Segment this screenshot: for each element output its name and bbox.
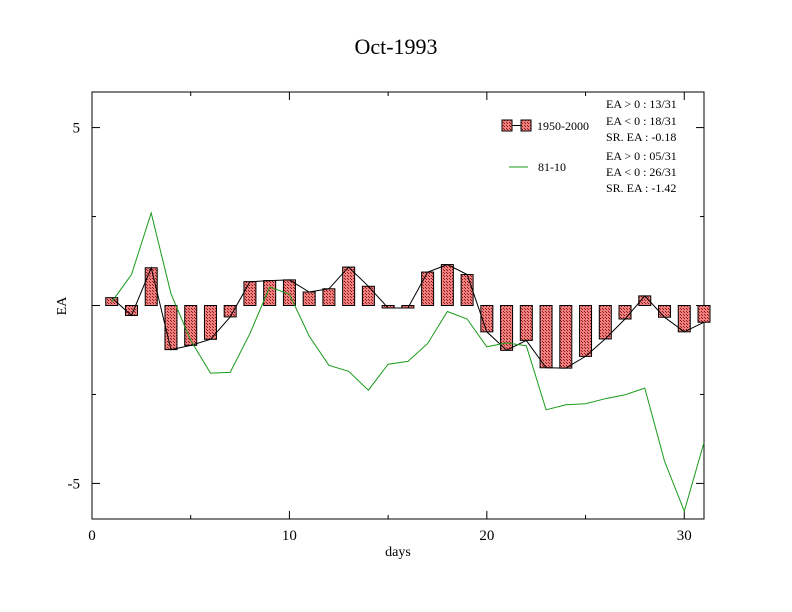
legend-bar-stat-3: SR. EA : -0.18: [606, 130, 676, 144]
x-tick-label: 0: [88, 528, 96, 544]
bar-day-8: [243, 281, 257, 307]
legend-bar-swatch-right: [520, 119, 532, 132]
y-axis-label: EA: [55, 296, 70, 316]
bar-day-9: [263, 280, 277, 307]
axis-ticks: 0 10 20 30 5 -5: [68, 92, 704, 544]
x-tick-label: 20: [479, 528, 494, 544]
bar-day-31: [697, 305, 711, 323]
x-tick-label: 30: [677, 528, 692, 544]
legend-line-stat-2: EA < 0 : 26/31: [606, 165, 677, 179]
chart-title: Oct-1993: [354, 34, 437, 59]
bar-series-1950-2000: [105, 264, 711, 369]
x-axis-label: days: [385, 545, 411, 560]
y-tick-label: -5: [68, 476, 81, 492]
line-series-81-10: [111, 211, 705, 513]
bar-day-23: [539, 305, 553, 369]
bar-day-17: [421, 271, 435, 306]
legend-bar-stat-1: EA > 0 : 13/31: [606, 97, 677, 111]
bar-day-13: [342, 266, 356, 307]
legend-bar-stat-2: EA < 0 : 18/31: [606, 114, 677, 128]
bar-day-2: [124, 305, 138, 316]
bar-series-connector-line: [111, 264, 705, 369]
y-tick-label: 5: [73, 121, 81, 137]
bar-day-19: [460, 274, 474, 307]
bar-day-22: [519, 305, 533, 341]
bar-day-14: [361, 285, 375, 307]
bar-day-7: [223, 305, 237, 318]
bar-day-4: [164, 305, 178, 351]
bar-day-30: [677, 305, 691, 333]
bar-day-25: [579, 305, 593, 357]
legend: 1950-2000 EA > 0 : 13/31 EA < 0 : 18/31 …: [501, 97, 677, 195]
line-series-group: [111, 211, 705, 513]
bar-day-11: [302, 291, 316, 306]
legend-line-stat-3: SR. EA : -1.42: [606, 181, 676, 195]
legend-bar-label: 1950-2000: [537, 119, 589, 133]
bar-day-12: [322, 288, 336, 307]
bar-day-18: [440, 264, 454, 306]
bar-day-27: [618, 305, 632, 320]
legend-line-stat-1: EA > 0 : 05/31: [606, 149, 677, 163]
x-tick-label: 10: [282, 528, 297, 544]
legend-line-label: 81-10: [538, 160, 566, 174]
bar-day-24: [559, 305, 573, 369]
legend-bar-swatch-left: [501, 119, 513, 132]
bar-day-26: [598, 305, 612, 340]
bar-day-29: [658, 305, 672, 318]
